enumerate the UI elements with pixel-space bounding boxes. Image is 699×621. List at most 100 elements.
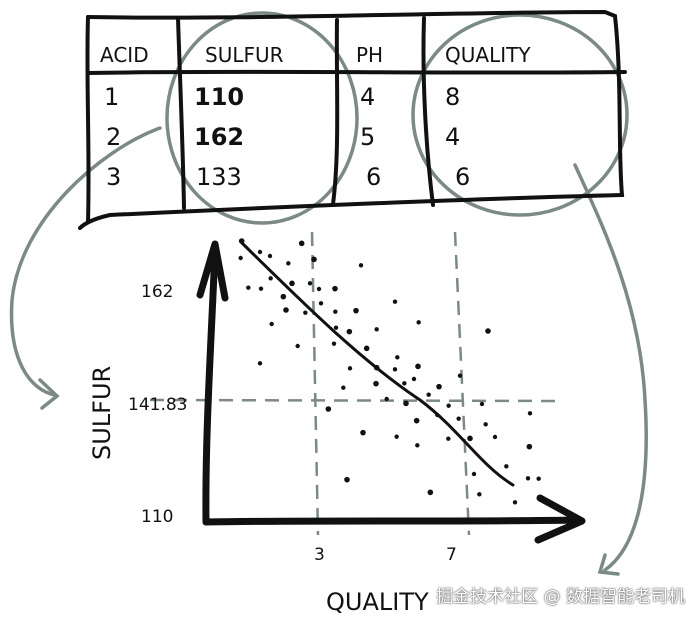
- scatter-point: [257, 361, 263, 366]
- sulfur-link-arrowhead: [38, 378, 60, 410]
- scatter-point: [358, 263, 364, 268]
- sulfur-highlight-circle: [165, 11, 359, 225]
- quality-link-arrow: [573, 163, 648, 572]
- scatter-point: [485, 328, 491, 334]
- scatter-point: [446, 403, 451, 408]
- scatter-point: [415, 363, 421, 370]
- scatter-point: [413, 417, 420, 424]
- x-tick-label: 7: [446, 545, 457, 565]
- table-cell: 6: [455, 163, 470, 191]
- scatter-point: [268, 276, 273, 281]
- table-cell: 133: [196, 163, 242, 191]
- data-table: [78, 9, 627, 230]
- scatter-point: [427, 489, 434, 496]
- scatter-point: [257, 249, 263, 255]
- scatter-point: [307, 281, 313, 286]
- table-header-acid: ACID: [100, 43, 149, 67]
- quality-highlight-circle: [411, 13, 629, 217]
- scatter-point: [318, 301, 324, 306]
- x-axis: [202, 516, 584, 526]
- y-axis-label: SULFUR: [88, 366, 116, 460]
- table-cell: 5: [360, 123, 375, 151]
- scatter-point: [446, 436, 451, 441]
- scatter-point: [411, 376, 417, 382]
- x-tick-label: 3: [314, 545, 325, 565]
- scatter-point: [311, 256, 317, 263]
- table-header-sulfur: SULFUR: [205, 43, 284, 67]
- scatter-point: [492, 434, 498, 440]
- scatter-point: [477, 492, 482, 497]
- scatter-point: [360, 429, 366, 436]
- scatter-point: [289, 280, 295, 287]
- scatter-point: [374, 327, 379, 332]
- scatter-point: [512, 500, 518, 505]
- scatter-point: [525, 476, 531, 481]
- scatter-point: [436, 383, 442, 390]
- scatter-point: [267, 253, 273, 259]
- scatter-point: [347, 366, 353, 371]
- scatter-point: [527, 411, 533, 416]
- scatter-point: [392, 367, 398, 372]
- table-cell: 110: [194, 83, 244, 111]
- scatter-point: [333, 325, 339, 330]
- scatter-point: [344, 476, 350, 483]
- scatter-point: [426, 392, 431, 397]
- scatter-point: [416, 320, 421, 325]
- scatter-point: [467, 435, 473, 442]
- scatter-point: [353, 307, 359, 314]
- scatter-point: [280, 293, 287, 300]
- guide-line-x7: [453, 231, 471, 536]
- scatter-point: [346, 328, 353, 335]
- scatter-point: [332, 285, 338, 292]
- sulfur-link-arrow: [9, 126, 162, 397]
- table-header-ph: PH: [356, 43, 383, 67]
- table-cell: 1: [104, 83, 119, 111]
- table-cell: 162: [194, 123, 244, 151]
- scatter-point: [316, 286, 322, 292]
- scatter-points: [238, 238, 541, 505]
- scatter-point: [283, 307, 289, 313]
- table-cell: 4: [445, 123, 460, 151]
- scatter-point: [504, 464, 509, 469]
- table-cell: 3: [106, 163, 121, 191]
- scatter-point: [392, 299, 398, 304]
- scatter-point: [303, 310, 308, 315]
- scatter-point: [402, 381, 407, 386]
- scatter-point: [526, 443, 533, 450]
- watermark: 掘金技术社区 @ 数据智能老司机: [436, 587, 685, 607]
- scatter-point: [331, 341, 337, 346]
- scatter-point: [333, 309, 338, 314]
- scatter-point: [483, 422, 488, 427]
- trend-line: [240, 241, 515, 487]
- scatter-point: [341, 385, 346, 390]
- scatter-point: [479, 401, 485, 407]
- scatter-point: [471, 471, 477, 477]
- scatter-point: [325, 406, 332, 412]
- table-cell: 4: [360, 83, 375, 111]
- scatter-point: [395, 355, 400, 360]
- scatter-point: [238, 255, 243, 261]
- table-cell: 8: [445, 83, 460, 111]
- scatter-point: [269, 321, 274, 327]
- scatter-point: [258, 286, 264, 291]
- scatter-point: [457, 373, 463, 378]
- table-cell: 6: [366, 163, 381, 191]
- scatter-point: [415, 443, 420, 448]
- scatter-point: [394, 434, 399, 439]
- y-tick-label: 162: [141, 282, 173, 302]
- scatter-point: [536, 476, 541, 481]
- x-axis-label: QUALITY: [326, 588, 429, 616]
- scatter-point: [373, 380, 379, 387]
- y-tick-label: 141.83: [128, 395, 187, 415]
- scatter-point: [456, 416, 461, 421]
- scatter-point: [246, 285, 251, 290]
- scatter-point: [403, 400, 409, 407]
- quality-link-arrowhead: [597, 553, 620, 576]
- scatter-point: [298, 240, 305, 247]
- y-axis: [202, 244, 219, 526]
- x-axis-arrowhead: [534, 494, 586, 544]
- scatter-point: [384, 396, 389, 402]
- scatter-point: [363, 345, 370, 352]
- y-tick-label: 110: [141, 507, 173, 527]
